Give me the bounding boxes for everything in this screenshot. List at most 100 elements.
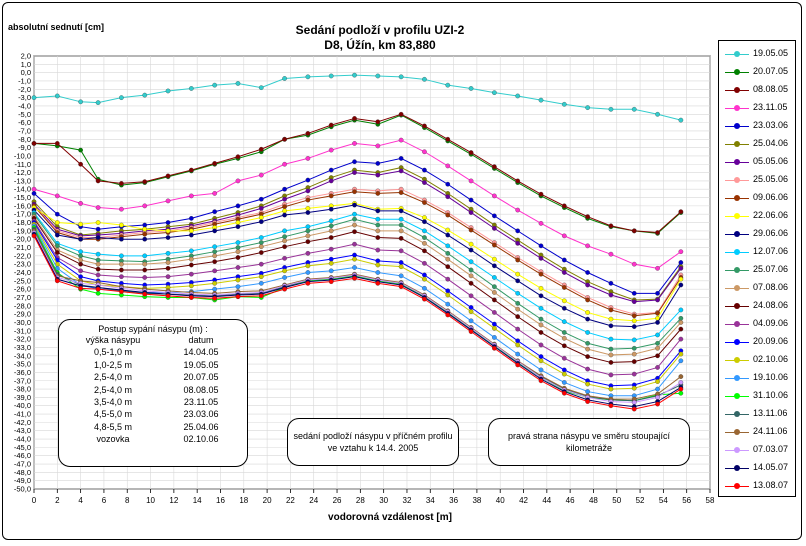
data-point — [561, 257, 567, 263]
legend-marker — [734, 159, 740, 165]
y-tick-label: 0,0 — [21, 68, 31, 77]
data-point — [282, 136, 287, 142]
data-point — [631, 351, 637, 357]
data-point — [54, 211, 60, 217]
legend-marker — [734, 51, 740, 57]
data-point — [212, 161, 218, 166]
legend-item: 22.06.06 — [719, 207, 795, 225]
data-point — [95, 205, 101, 210]
data-point — [305, 177, 311, 183]
data-point — [212, 209, 218, 215]
legend-marker — [734, 483, 740, 489]
y-tick-label: -4,0 — [18, 101, 31, 110]
data-point — [561, 285, 567, 290]
legend-label: 25.04.06 — [753, 138, 789, 148]
data-point — [492, 226, 497, 231]
data-point — [188, 262, 194, 268]
data-point — [352, 252, 357, 258]
data-point — [468, 293, 474, 299]
y-tick-label: -46,0 — [14, 451, 31, 460]
y-tick-label: -33,0 — [14, 343, 31, 352]
legend-label: 23.11.05 — [753, 102, 788, 112]
height-cell: 0,5-1,0 m — [93, 347, 133, 358]
data-point — [585, 366, 590, 372]
data-point — [235, 81, 241, 86]
data-point — [398, 111, 404, 117]
legend-marker — [734, 87, 740, 93]
data-point — [561, 330, 567, 335]
data-point — [165, 173, 171, 179]
data-point — [678, 315, 684, 321]
legend-label: 20.07.05 — [753, 66, 789, 76]
data-point — [655, 401, 660, 407]
data-point — [398, 168, 404, 174]
data-point — [445, 136, 451, 142]
data-point — [54, 193, 60, 199]
y-tick-label: -42,0 — [14, 418, 31, 427]
data-point — [422, 260, 427, 266]
data-point — [142, 222, 148, 228]
data-point — [492, 256, 497, 262]
x-tick-label: 42 — [519, 496, 528, 505]
data-point — [561, 371, 567, 377]
data-point — [398, 273, 404, 279]
data-point — [95, 286, 101, 292]
data-point — [328, 167, 334, 173]
legend-label: 20.09.06 — [753, 336, 789, 346]
data-point — [258, 250, 264, 255]
data-point — [305, 224, 311, 230]
note-right-text: pravá strana násypu ve směru stoupající … — [507, 431, 671, 453]
data-point — [678, 326, 684, 332]
table-row: 2,5-4,0 m 08.08.05 — [59, 384, 247, 396]
data-point — [492, 297, 497, 303]
data-point — [282, 286, 287, 292]
data-point — [165, 88, 171, 94]
data-point — [515, 314, 521, 319]
height-cell: 1,0-2,5 m — [93, 359, 133, 370]
y-tick-label: -40,0 — [14, 401, 31, 410]
data-point — [445, 288, 451, 294]
data-point — [422, 276, 427, 282]
data-point — [352, 241, 357, 247]
legend-item: 19.05.05 — [719, 45, 795, 63]
table-row: vozovka 02.10.06 — [59, 433, 247, 445]
y-tick-label: -28,0 — [14, 301, 31, 310]
data-point — [212, 268, 218, 274]
legend-item: 13.08.07 — [719, 477, 795, 495]
legend-item: 25.05.06 — [719, 171, 795, 189]
data-point — [212, 244, 218, 250]
legend-item: 23.11.05 — [719, 99, 795, 117]
data-point — [468, 273, 474, 279]
data-point — [119, 181, 124, 186]
data-point — [31, 191, 37, 196]
data-point — [119, 222, 124, 228]
y-tick-label: -50,0 — [14, 485, 31, 494]
height-cell: 4,8-5,5 m — [93, 421, 133, 432]
y-tick-label: -30,0 — [14, 318, 31, 327]
data-point — [78, 268, 83, 274]
data-point — [655, 332, 660, 338]
y-tick-label: -31,0 — [14, 326, 31, 335]
data-point — [78, 161, 83, 167]
data-point — [631, 313, 637, 319]
data-point — [375, 143, 381, 149]
legend-label: 07.08.06 — [753, 282, 789, 292]
x-axis-label: vodorovná vzdálenost [m] — [328, 512, 452, 523]
data-point — [352, 116, 357, 121]
data-point — [445, 194, 451, 200]
data-point — [678, 282, 684, 288]
legend-item: 24.08.06 — [719, 297, 795, 315]
legend-marker — [734, 375, 740, 381]
data-point — [492, 321, 497, 327]
x-tick-label: 4 — [78, 496, 83, 505]
data-point — [515, 271, 521, 277]
data-point — [561, 203, 567, 209]
data-point — [212, 259, 218, 265]
data-point — [515, 278, 521, 284]
data-point — [375, 228, 381, 234]
legend-marker — [734, 447, 740, 453]
data-point — [631, 106, 637, 112]
data-point — [235, 240, 241, 245]
data-point — [631, 337, 637, 343]
date-cell: 25.04.06 — [183, 421, 219, 432]
